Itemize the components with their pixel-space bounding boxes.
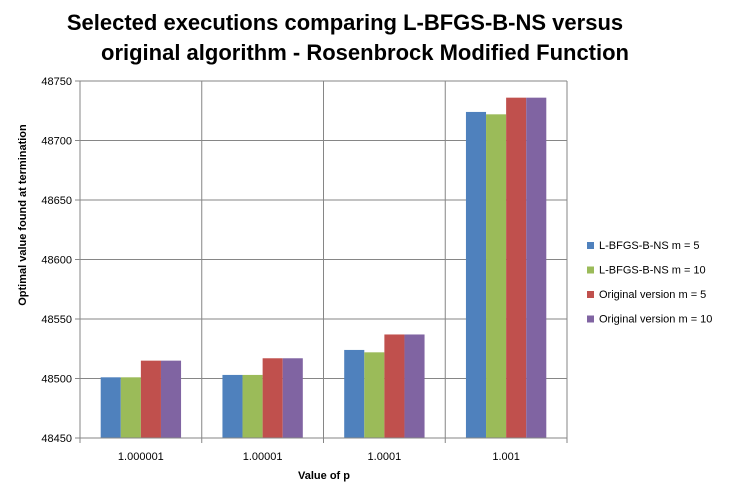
axes — [75, 80, 568, 443]
x-tick-label: 1.001 — [492, 451, 520, 463]
y-tick-label: 48500 — [41, 374, 72, 386]
tick-labels: 48450 48500 48550 48600 48650 48700 48750 1.000… — [41, 76, 519, 463]
bar — [222, 374, 243, 438]
x-tick-label: 1.00001 — [243, 451, 283, 463]
y-tick-label: 48700 — [41, 136, 72, 148]
legend-swatch — [587, 242, 594, 249]
bar — [344, 349, 365, 438]
legend: L-BFGS-B-NS m = 5 L-BFGS-B-NS m = 10 Origi… — [587, 240, 712, 326]
x-tick-label: 1.000001 — [118, 451, 164, 463]
bar — [100, 377, 121, 438]
legend-swatch — [587, 266, 594, 274]
chart-title-line-1: Selected executions comparing L-BFGS-B-N… — [67, 10, 623, 35]
legend-label: L-BFGS-B-NS m = 10 — [599, 265, 706, 277]
bar — [282, 358, 303, 438]
bars — [100, 97, 547, 438]
bar — [506, 97, 527, 438]
y-tick-label: 48450 — [41, 433, 72, 445]
x-tick-label: 1.0001 — [368, 451, 402, 463]
bar — [120, 377, 141, 438]
y-tick-label: 48750 — [41, 76, 72, 88]
bar — [160, 360, 182, 438]
legend-label: Original version m = 5 — [599, 289, 706, 301]
y-tick-label: 48650 — [41, 195, 72, 207]
chart-title-line-2: original algorithm - Rosenbrock Modified… — [101, 40, 629, 65]
legend-label: Original version m = 10 — [599, 314, 712, 326]
bar — [364, 352, 385, 438]
y-tick-label: 48550 — [41, 314, 72, 326]
bar — [242, 374, 263, 438]
y-axis-title: Optimal value found at termination — [17, 124, 29, 306]
bar — [140, 360, 161, 438]
legend-label: L-BFGS-B-NS m = 5 — [599, 240, 700, 252]
legend-swatch — [587, 291, 594, 298]
bar — [486, 114, 507, 438]
y-tick-label: 48600 — [41, 255, 72, 267]
bar — [262, 358, 283, 438]
legend-swatch — [587, 315, 594, 323]
bar — [465, 111, 487, 438]
bar — [404, 334, 425, 438]
bar — [384, 334, 405, 438]
x-axis-title: Value of p — [298, 470, 350, 482]
bar — [526, 97, 547, 438]
